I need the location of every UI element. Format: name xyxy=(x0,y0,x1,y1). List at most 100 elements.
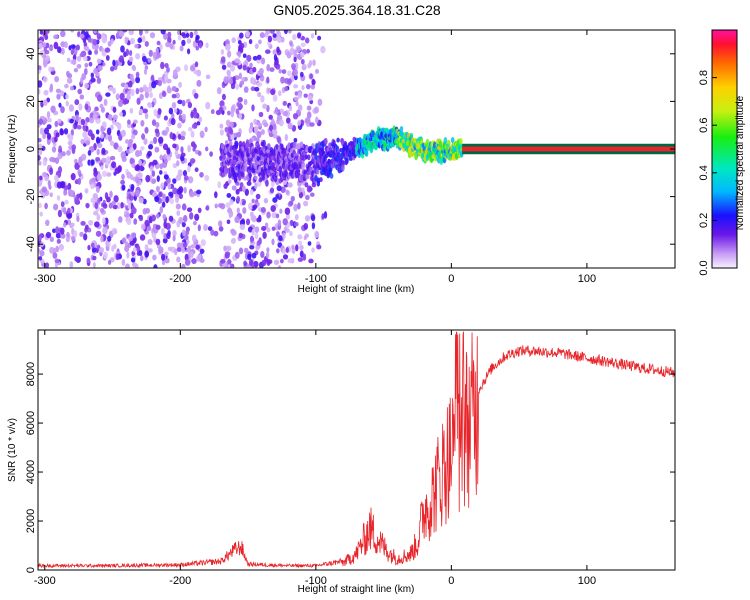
noise-cell xyxy=(38,154,41,162)
noise-cell xyxy=(101,32,106,40)
noise-cell xyxy=(245,30,251,38)
noise-cell xyxy=(94,221,100,228)
noise-cell xyxy=(277,219,282,227)
noise-cell xyxy=(244,188,249,196)
noise-cell xyxy=(189,31,194,39)
noise-cell xyxy=(221,93,226,101)
noise-cell xyxy=(76,216,80,222)
signal-cell xyxy=(228,140,233,147)
noise-cell xyxy=(179,45,184,52)
noise-cell xyxy=(197,150,202,157)
signal-cell xyxy=(324,137,328,145)
noise-cell xyxy=(293,137,298,143)
x-tick-label: -200 xyxy=(169,273,191,285)
noise-cell xyxy=(148,49,153,57)
noise-cell xyxy=(308,186,313,192)
noise-cell xyxy=(153,136,158,145)
noise-cell xyxy=(169,198,175,205)
noise-cell xyxy=(300,52,305,58)
noise-cell xyxy=(277,90,282,97)
noise-cell xyxy=(150,74,155,81)
noise-cell xyxy=(226,50,232,58)
noise-cell xyxy=(184,230,190,236)
noise-cell xyxy=(231,37,237,44)
noise-cell xyxy=(76,124,82,130)
noise-cell xyxy=(120,45,125,53)
noise-cell xyxy=(151,170,156,177)
noise-cell xyxy=(98,247,105,253)
noise-cell xyxy=(127,119,131,125)
noise-cell xyxy=(39,175,43,181)
noise-cell xyxy=(252,55,258,61)
noise-cell xyxy=(199,130,205,139)
noise-cell xyxy=(126,251,130,259)
noise-cell xyxy=(258,39,262,45)
y-tick-label: 8000 xyxy=(25,362,37,386)
noise-cell xyxy=(268,124,274,132)
noise-cell xyxy=(194,213,200,221)
noise-cell xyxy=(79,94,85,100)
noise-cell xyxy=(149,140,154,146)
noise-cell xyxy=(92,38,98,46)
noise-cell xyxy=(87,37,92,43)
noise-cell xyxy=(169,131,173,140)
noise-cell xyxy=(94,106,99,112)
noise-cell xyxy=(55,88,62,94)
noise-cell xyxy=(66,213,72,219)
noise-cell xyxy=(193,111,198,119)
noise-cell xyxy=(176,256,181,263)
signal-cell xyxy=(238,140,243,148)
noise-cell xyxy=(75,44,80,51)
noise-cell xyxy=(75,114,79,122)
noise-cell xyxy=(180,130,186,136)
noise-cell xyxy=(272,49,278,56)
noise-cell xyxy=(297,186,302,194)
colorbar-tick-label: 0.6 xyxy=(698,118,710,133)
x-tick-label: -200 xyxy=(169,575,191,587)
noise-cell xyxy=(129,212,134,219)
noise-cell xyxy=(292,112,299,120)
noise-cell xyxy=(112,204,118,210)
noise-cell xyxy=(226,219,231,225)
noise-cell xyxy=(187,176,194,184)
noise-cell xyxy=(107,259,112,265)
noise-cell xyxy=(165,41,171,48)
noise-cell xyxy=(155,224,161,230)
noise-cell xyxy=(172,143,177,149)
noise-cell xyxy=(279,208,283,214)
noise-cell xyxy=(225,202,231,209)
noise-cell xyxy=(95,230,102,237)
noise-cell xyxy=(248,259,254,267)
noise-cell xyxy=(228,77,234,85)
noise-cell xyxy=(149,165,154,172)
noise-cell xyxy=(243,260,247,267)
noise-cell xyxy=(96,77,102,84)
noise-cell xyxy=(242,207,247,214)
noise-cell xyxy=(130,257,136,263)
signal-cell xyxy=(307,154,311,161)
noise-cell xyxy=(101,50,107,57)
noise-cell xyxy=(80,153,87,161)
noise-cell xyxy=(168,215,174,222)
noise-cell xyxy=(221,64,227,70)
noise-cell xyxy=(270,181,275,187)
noise-cell xyxy=(168,107,174,115)
noise-cell xyxy=(94,202,99,210)
noise-cell xyxy=(66,57,71,63)
noise-cell xyxy=(287,30,292,34)
noise-cell xyxy=(174,108,178,113)
noise-cell xyxy=(43,89,49,96)
noise-cell xyxy=(113,142,119,150)
noise-cell xyxy=(84,103,89,111)
noise-cell xyxy=(293,221,299,227)
noise-cell xyxy=(130,88,135,97)
noise-cell xyxy=(156,40,161,46)
noise-cell xyxy=(58,243,64,251)
noise-cell xyxy=(231,237,236,243)
noise-cell xyxy=(181,39,186,47)
noise-cell xyxy=(168,191,174,197)
noise-cell xyxy=(307,241,312,246)
noise-cell xyxy=(314,230,320,238)
noise-cell xyxy=(61,151,66,157)
x-tick-label: -300 xyxy=(34,575,56,587)
